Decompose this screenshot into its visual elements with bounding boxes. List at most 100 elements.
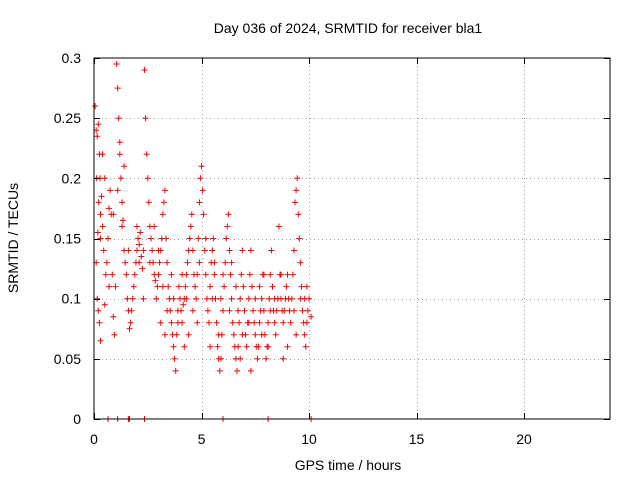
data-point <box>196 259 203 266</box>
data-point <box>172 367 179 374</box>
data-point <box>247 367 254 374</box>
data-point <box>194 319 201 326</box>
data-point <box>186 235 193 242</box>
data-point <box>181 343 188 350</box>
data-point <box>194 271 201 278</box>
data-point <box>302 343 309 350</box>
axis-ticks <box>94 58 610 420</box>
data-point <box>165 283 172 290</box>
data-point <box>110 211 117 218</box>
data-point <box>288 295 295 302</box>
data-point <box>124 295 131 302</box>
data-point <box>94 229 101 236</box>
data-point <box>197 175 204 182</box>
data-point <box>228 295 235 302</box>
data-point <box>204 307 211 314</box>
data-point <box>192 283 199 290</box>
data-point <box>106 283 112 290</box>
data-point <box>224 223 231 230</box>
data-point <box>295 211 302 218</box>
data-point <box>299 307 306 314</box>
data-point <box>236 319 243 326</box>
data-point <box>228 259 235 266</box>
data-point <box>157 319 164 326</box>
data-point <box>125 247 132 254</box>
data-point <box>303 319 310 326</box>
data-point <box>213 319 220 326</box>
data-point <box>142 115 149 122</box>
data-point <box>136 241 143 248</box>
data-point <box>211 271 218 278</box>
data-point <box>153 295 160 302</box>
data-point <box>171 355 178 362</box>
data-point <box>304 307 311 314</box>
data-point <box>92 103 99 110</box>
data-point <box>117 175 124 182</box>
data-point <box>185 331 192 338</box>
data-point <box>246 271 253 278</box>
data-point <box>303 283 310 290</box>
data-point <box>283 283 290 290</box>
data-point <box>151 223 158 230</box>
data-point <box>221 283 228 290</box>
data-point <box>161 187 168 194</box>
data-point <box>252 331 259 338</box>
data-point <box>155 271 162 278</box>
data-point <box>220 271 226 278</box>
data-point <box>226 307 233 314</box>
y-tick-label: 0.25 <box>54 110 81 126</box>
data-point <box>214 343 221 350</box>
data-point <box>119 199 125 206</box>
data-point <box>136 259 143 266</box>
y-tick-label: 0.1 <box>62 291 82 307</box>
data-point <box>111 331 118 338</box>
data-point <box>189 307 196 314</box>
data-point <box>223 235 230 242</box>
data-point <box>105 235 111 242</box>
x-tick-label: 0 <box>90 431 98 447</box>
data-point <box>130 283 137 290</box>
data-point <box>239 247 246 254</box>
y-tick-label: 0.2 <box>62 170 82 186</box>
data-point <box>107 187 114 194</box>
data-point <box>134 223 140 230</box>
data-point <box>134 247 140 254</box>
data-point <box>112 283 119 290</box>
data-point <box>256 319 263 326</box>
data-point <box>220 307 226 314</box>
y-tick-label: 0.3 <box>62 50 82 66</box>
data-point <box>159 211 166 218</box>
data-point <box>97 235 104 242</box>
data-point <box>284 271 291 278</box>
data-point <box>301 295 308 302</box>
data-point <box>265 343 272 350</box>
data-point <box>249 283 255 290</box>
data-point <box>255 343 262 350</box>
plot-frame <box>93 57 611 420</box>
data-point <box>99 223 106 230</box>
data-point <box>119 223 125 230</box>
data-point <box>178 307 185 314</box>
data-point <box>229 319 236 326</box>
data-point <box>116 139 123 146</box>
y-tick-labels: 0 0.05 0.1 0.15 0.2 0.25 0.3 <box>54 50 81 427</box>
data-point <box>139 265 146 272</box>
data-point <box>182 283 189 290</box>
data-point <box>237 355 244 362</box>
data-point <box>101 175 108 182</box>
data-point <box>95 199 102 206</box>
x-axis-title: GPS time / hours <box>295 457 402 473</box>
data-point <box>254 355 261 362</box>
data-point <box>189 247 196 254</box>
data-point <box>110 313 117 320</box>
data-point <box>250 307 257 314</box>
x-tick-label: 20 <box>516 431 532 447</box>
data-point <box>156 259 163 266</box>
data-point <box>140 247 147 254</box>
data-point <box>207 283 214 290</box>
data-point <box>287 319 294 326</box>
data-point <box>215 331 222 338</box>
data-point <box>195 235 202 242</box>
data-point <box>256 283 263 290</box>
data-point <box>210 235 217 242</box>
